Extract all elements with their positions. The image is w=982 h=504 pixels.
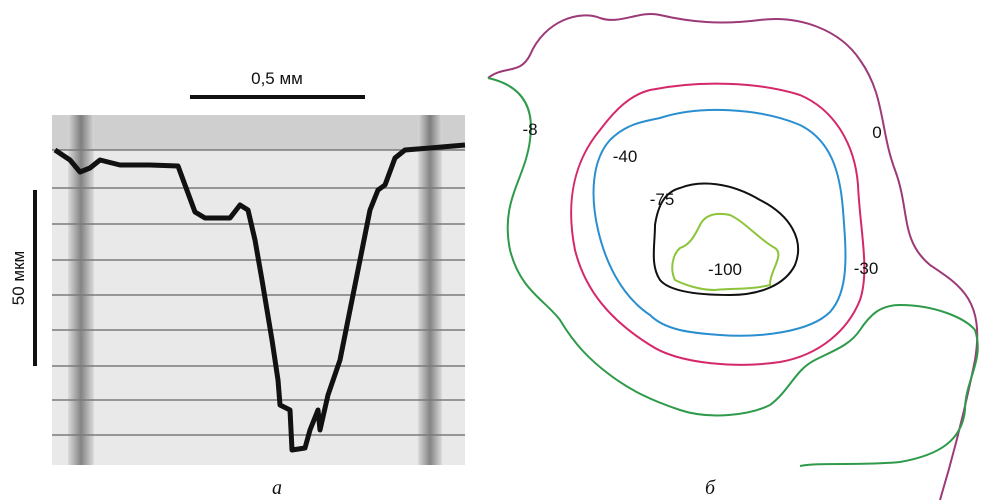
contour-label: -40 — [613, 147, 638, 166]
contour-label: 0 — [872, 123, 881, 142]
scale-y-label: 50 мкм — [9, 251, 28, 305]
contour-label: -100 — [708, 260, 742, 279]
contour-label: -75 — [650, 190, 675, 209]
contour-label: -30 — [854, 259, 879, 278]
contour-label: -8 — [522, 120, 537, 139]
profilogram — [52, 115, 465, 465]
panel-label: б — [705, 477, 716, 499]
figure: 0,5 мм 50 мкм а -8 0 -40 -75 -100 -30 б — [0, 0, 982, 504]
scale-x-label: 0,5 мм — [251, 69, 303, 88]
contour-map — [488, 14, 978, 500]
panel-label: а — [272, 477, 282, 499]
